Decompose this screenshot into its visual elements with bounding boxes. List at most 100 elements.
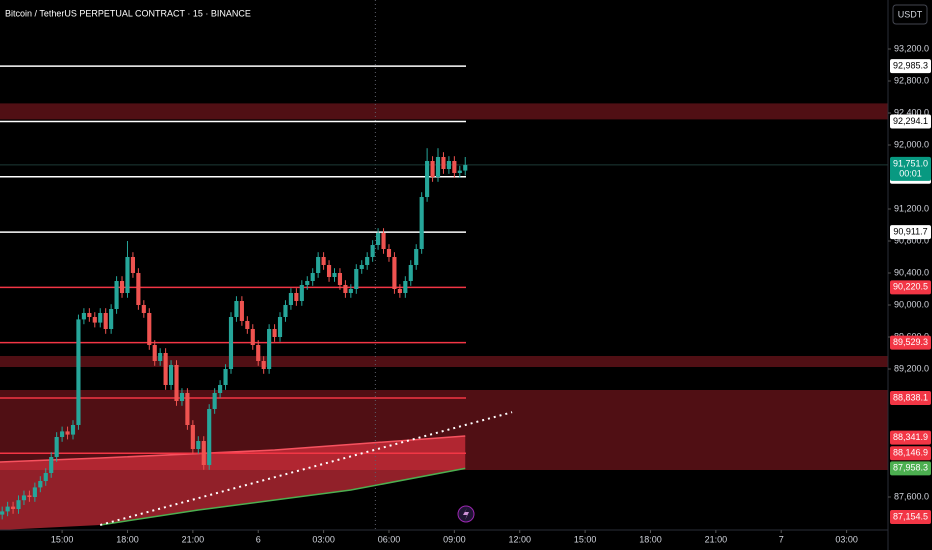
y-tick-label: 89,200.0 <box>894 363 929 373</box>
y-tick-label: 92,000.0 <box>894 139 929 149</box>
candle-body <box>163 353 168 385</box>
x-tick-label: 18:00 <box>116 534 139 544</box>
candle-body <box>316 257 321 273</box>
candle-body <box>250 329 255 345</box>
x-tick-label: 15:00 <box>574 534 597 544</box>
candle-body <box>174 365 179 401</box>
candle-body <box>60 431 65 437</box>
candle-body <box>441 157 446 169</box>
candle-body <box>288 293 293 305</box>
candle-body <box>70 425 76 435</box>
candle-body <box>267 329 272 369</box>
y-tick-label: 92,800.0 <box>894 75 929 85</box>
candle-body <box>147 313 152 345</box>
candle-body <box>425 161 430 197</box>
candle-body <box>430 161 435 177</box>
candle-body <box>305 281 310 285</box>
candle-body <box>348 289 353 293</box>
x-tick-label: 21:00 <box>705 534 728 544</box>
candle-body <box>98 313 103 323</box>
candle-body <box>92 317 97 323</box>
candle-body <box>130 257 135 273</box>
candle-body <box>239 301 244 321</box>
candle-body <box>446 161 451 169</box>
candle-body <box>397 289 402 293</box>
level-label: 88,838.1 <box>893 392 928 402</box>
x-tick-label: 09:00 <box>443 534 466 544</box>
candle-body <box>261 361 266 369</box>
candle-body <box>179 393 185 401</box>
candle-body <box>21 495 27 501</box>
level-label-bg <box>890 114 931 129</box>
x-tick-label: 7 <box>779 534 784 544</box>
level-label-bg <box>890 225 931 240</box>
candle-body <box>196 441 201 449</box>
candle-body <box>277 317 283 337</box>
candle-body <box>218 385 223 393</box>
x-tick-label: 06:00 <box>378 534 401 544</box>
level-label-bg <box>890 461 931 476</box>
candle-body <box>27 495 32 497</box>
candle-body <box>452 161 457 173</box>
candle-body <box>103 313 108 329</box>
level-label: 88,146.9 <box>893 448 928 458</box>
candle-body <box>5 506 10 512</box>
candle-body <box>256 345 261 361</box>
x-tick-label: 6 <box>256 534 261 544</box>
x-tick-label: 12:00 <box>508 534 531 544</box>
candle-body <box>38 481 43 488</box>
candle-body <box>370 245 375 257</box>
level-label-bg <box>890 280 931 295</box>
candle-body <box>392 257 397 289</box>
candle-body <box>43 473 48 481</box>
candle-body <box>245 321 250 329</box>
y-tick-label: 92,400.0 <box>894 107 929 117</box>
candle-body <box>403 281 408 293</box>
candle-body <box>207 409 212 465</box>
countdown-label: 00:01 <box>899 168 922 178</box>
level-label-bg <box>890 446 931 461</box>
currency-label[interactable]: USDT <box>898 9 923 19</box>
candle-body <box>201 441 206 465</box>
candle-body <box>125 257 130 293</box>
candle-body <box>386 249 392 257</box>
candle-body <box>119 281 125 293</box>
candle-body <box>87 313 92 317</box>
level-label: 87,154.5 <box>893 511 928 521</box>
candle-body <box>332 273 337 277</box>
chart-title: Bitcoin / TetherUS PERPETUAL CONTRACT · … <box>5 8 251 18</box>
candle-body <box>326 265 332 277</box>
candle-body <box>185 393 190 425</box>
event-icon-bolt <box>463 508 469 520</box>
candle-body <box>49 457 54 473</box>
candle-body <box>414 249 419 265</box>
candle-body <box>81 313 86 320</box>
candle-body <box>294 293 299 301</box>
candle-body <box>54 437 59 457</box>
candle-body <box>32 487 37 497</box>
candle-body <box>272 329 277 337</box>
candle-body <box>457 170 462 173</box>
candle-body <box>463 164 468 171</box>
current-price-label: 91,751.0 <box>893 158 928 168</box>
candle-body <box>310 273 315 281</box>
trendline <box>99 411 513 526</box>
level-label: 90,220.5 <box>893 282 928 292</box>
level-label: 92,985.3 <box>893 61 928 71</box>
y-tick-label: 91,200.0 <box>894 203 929 213</box>
candle-body <box>152 345 157 361</box>
candle-body <box>321 257 326 265</box>
currency-button[interactable] <box>892 4 928 25</box>
x-tick-label: 18:00 <box>639 534 662 544</box>
y-tick-label: 90,800.0 <box>894 235 929 245</box>
zone <box>0 103 888 120</box>
candle-body <box>365 257 370 265</box>
candle-body <box>435 157 441 177</box>
candle-body <box>354 269 359 289</box>
candle-body <box>223 369 228 385</box>
candle-body <box>0 511 5 515</box>
candle-body <box>408 265 413 281</box>
level-label: 89,529.3 <box>893 337 928 347</box>
candle-body <box>299 285 304 301</box>
